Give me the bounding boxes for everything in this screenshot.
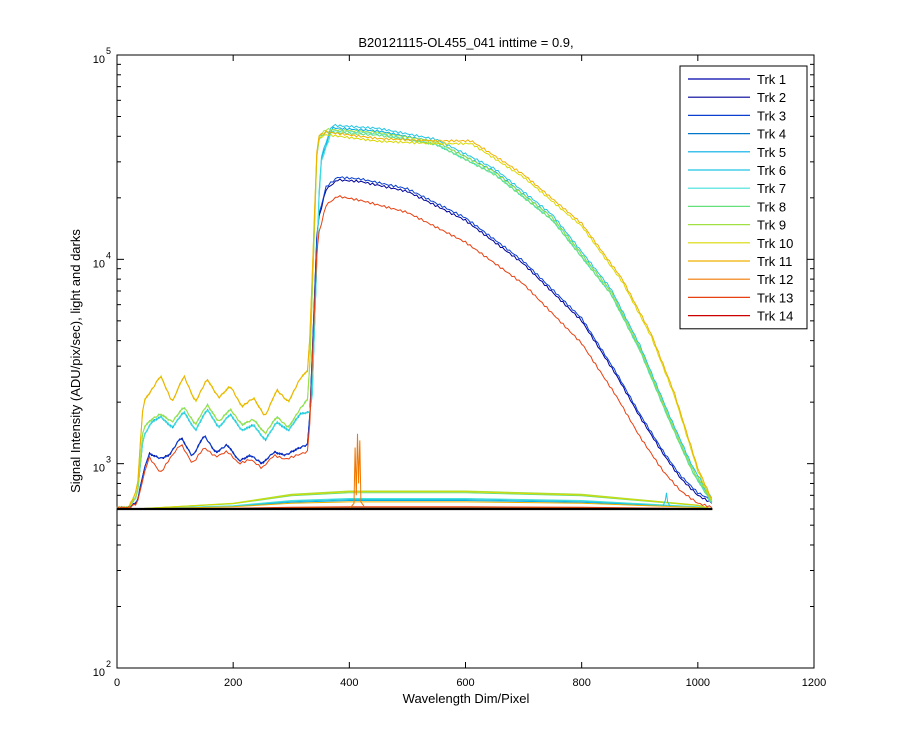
series-line-3 [116, 176, 712, 510]
legend-label-13: Trk 13 [757, 290, 793, 305]
series-line-2 [116, 178, 713, 510]
legend-label-4: Trk 4 [757, 127, 786, 142]
legend-label-3: Trk 3 [757, 108, 786, 123]
y-tick-exponent: 5 [106, 46, 111, 56]
y-tick-exponent: 3 [106, 455, 111, 465]
legend-box [679, 65, 808, 330]
legend-label-12: Trk 12 [757, 272, 793, 287]
legend-label-10: Trk 10 [757, 236, 793, 251]
legend-label-1: Trk 1 [757, 72, 786, 87]
y-tick-label: 10 [93, 667, 105, 679]
series-spike-2 [662, 492, 671, 507]
y-tick-label: 10 [93, 463, 105, 475]
x-tick-label: 0 [114, 677, 120, 689]
y-tick-label: 10 [93, 258, 105, 270]
legend-label-2: Trk 2 [757, 90, 786, 105]
y-tick-label: 10 [93, 54, 105, 66]
x-tick-label: 200 [224, 677, 242, 689]
series-dark-line-10 [117, 491, 713, 510]
legend-label-8: Trk 8 [757, 199, 786, 214]
legend-label-14: Trk 14 [757, 309, 793, 324]
y-axis-label: Signal Intensity (ADU/pix/sec), light an… [68, 229, 83, 493]
series-line-13 [116, 194, 713, 510]
x-tick-label: 1000 [686, 677, 710, 689]
series-spike-1 [348, 433, 365, 510]
legend-label-6: Trk 6 [757, 163, 786, 178]
legend-label-9: Trk 9 [757, 218, 786, 233]
series-line-11 [116, 130, 713, 510]
legend-label-5: Trk 5 [757, 145, 786, 160]
x-axis-label: Wavelength Dim/Pixel [403, 691, 530, 706]
x-tick-label: 800 [572, 677, 590, 689]
y-tick-exponent: 4 [106, 250, 111, 260]
chart-title: B20121115-OL455_041 inttime = 0.9, [358, 35, 573, 50]
series-layer [116, 123, 713, 511]
x-tick-label: 1200 [802, 677, 826, 689]
legend-label-11: Trk 11 [757, 254, 792, 269]
x-tick-label: 400 [340, 677, 358, 689]
legend: Trk 1 Trk 2 Trk 3 Trk 4 Trk 5 Trk 6 Trk 7 Trk 8… [679, 65, 808, 330]
legend-label-7: Trk 7 [757, 181, 786, 196]
y-tick-exponent: 2 [106, 659, 111, 669]
x-tick-label: 600 [456, 677, 474, 689]
series-line-9 [116, 127, 713, 510]
